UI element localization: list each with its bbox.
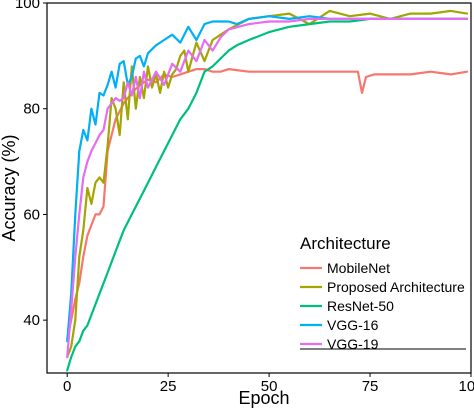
- series-line-vgg-19: [66, 17, 469, 359]
- legend-label-resnet-50: ResNet-50: [327, 298, 394, 314]
- legend-label-vgg-16: VGG-16: [327, 317, 379, 333]
- y-axis-title: Accuracy (%): [0, 134, 19, 241]
- x-tick-label: 0: [63, 378, 71, 395]
- y-tick-label: 60: [23, 206, 40, 223]
- legend-title: Architecture: [300, 234, 391, 253]
- legend: Architecture MobileNet Proposed Architect…: [300, 234, 466, 352]
- legend-label-mobilenet: MobileNet: [327, 260, 390, 276]
- y-tick-label: 40: [23, 312, 40, 329]
- x-tick-label: 75: [362, 378, 379, 395]
- x-axis-title: Epoch: [238, 388, 289, 408]
- x-tick-label: 25: [160, 378, 177, 395]
- axis-ticks: 0 25 50 75 100 40 60 80 100: [15, 0, 474, 395]
- plot-panel: [46, 2, 472, 374]
- y-tick-label: 80: [23, 101, 40, 118]
- x-tick-label: 50: [261, 378, 278, 395]
- x-tick-label: 100: [458, 378, 474, 395]
- legend-items: MobileNet Proposed Architecture ResNet-50 V…: [300, 260, 466, 352]
- y-tick-label: 100: [15, 0, 40, 12]
- series-lines: [66, 9, 469, 372]
- series-line-resnet-50: [66, 17, 469, 372]
- legend-label-proposed-architecture: Proposed Architecture: [327, 279, 465, 295]
- legend-label-vgg-19: VGG-19: [327, 336, 379, 352]
